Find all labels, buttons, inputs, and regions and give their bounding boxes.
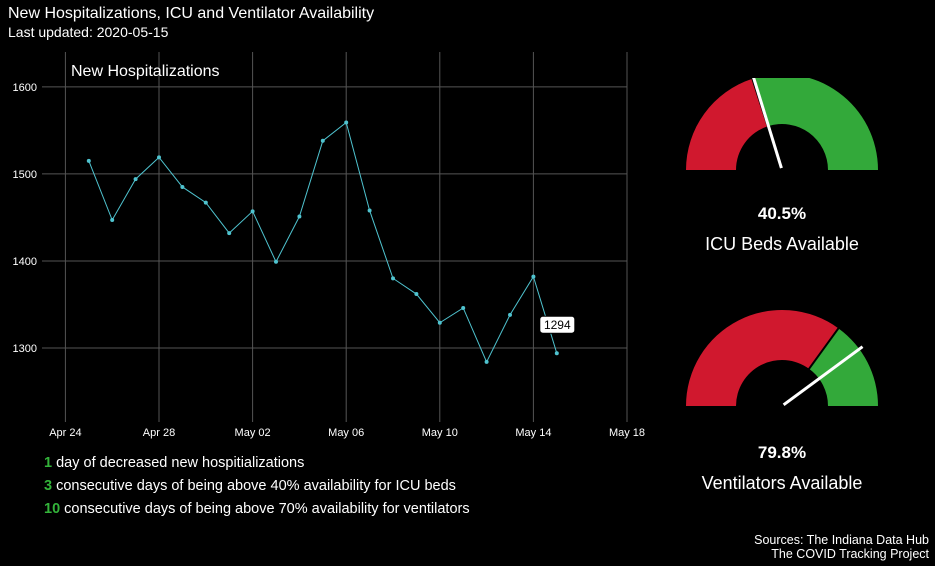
data-point xyxy=(554,351,559,356)
data-point xyxy=(367,208,372,213)
stat-count: 3 xyxy=(44,478,53,494)
stat-decreased-days: 1 day of decreased new hospitializations xyxy=(44,452,470,475)
sources: Sources: The Indiana Data Hub The COVID … xyxy=(754,533,929,561)
y-tick-label: 1400 xyxy=(13,256,37,268)
source-line: The COVID Tracking Project xyxy=(771,547,929,561)
y-tick-label: 1600 xyxy=(13,82,37,94)
data-point xyxy=(437,320,442,325)
x-tick-label: May 06 xyxy=(328,427,364,439)
data-point xyxy=(86,158,91,163)
x-tick-label: Apr 24 xyxy=(49,427,81,439)
data-point xyxy=(133,177,138,182)
x-tick-label: May 18 xyxy=(609,427,645,439)
data-point xyxy=(180,184,185,189)
data-point xyxy=(250,209,255,214)
data-point xyxy=(461,305,466,310)
stats-list: 1 day of decreased new hospitializations… xyxy=(44,452,470,521)
stat-text: consecutive days of being above 40% avai… xyxy=(56,478,456,494)
stat-text: day of decreased new hospitializations xyxy=(56,455,305,471)
stat-icu-days: 3 consecutive days of being above 40% av… xyxy=(44,475,470,498)
stat-ventilator-days: 10 consecutive days of being above 70% a… xyxy=(44,498,470,521)
gauge-above-threshold-segment xyxy=(752,78,878,170)
y-tick-label: 1500 xyxy=(13,169,37,181)
y-tick-label: 1300 xyxy=(13,343,37,355)
chart-title: New Hospitalizations xyxy=(71,63,220,80)
ventilators-label: Ventilators Available xyxy=(701,473,863,493)
data-point xyxy=(110,218,115,223)
x-tick-label: May 14 xyxy=(515,427,551,439)
stat-count: 10 xyxy=(44,501,61,517)
x-tick-label: Apr 28 xyxy=(143,427,175,439)
gauge-needle xyxy=(782,345,864,407)
data-point xyxy=(274,259,278,264)
data-point xyxy=(297,214,302,219)
gauge-needle xyxy=(752,78,783,169)
source-line: Sources: The Indiana Data Hub xyxy=(754,533,929,547)
page-title: New Hospitalizations, ICU and Ventilator… xyxy=(8,5,375,22)
gauge-above-threshold-segment xyxy=(809,328,878,406)
last-updated: Last updated: 2020-05-15 xyxy=(8,24,169,40)
gauge-below-threshold-segment xyxy=(686,310,839,406)
data-point xyxy=(320,138,325,143)
ventilators-value: 79.8% xyxy=(757,443,807,462)
last-value-annotation: 1294 xyxy=(539,315,576,334)
data-point xyxy=(344,120,349,125)
annotation-label: 1294 xyxy=(544,318,571,332)
data-point xyxy=(531,274,536,279)
data-point xyxy=(227,231,232,236)
gauge-below-threshold-segment xyxy=(686,78,768,170)
data-point xyxy=(484,359,489,364)
data-point xyxy=(157,155,161,160)
ventilators-gauge xyxy=(686,310,878,407)
data-point xyxy=(508,312,512,317)
gauge-threshold-marker xyxy=(807,326,841,371)
stat-text: consecutive days of being above 70% avai… xyxy=(64,501,470,517)
stat-count: 1 xyxy=(44,455,53,471)
icu-beds-label: ICU Beds Available xyxy=(705,234,859,254)
x-tick-label: May 02 xyxy=(235,427,271,439)
icu-beds-gauge xyxy=(686,78,878,170)
data-point xyxy=(391,276,395,281)
data-point xyxy=(414,292,419,297)
icu-beds-value: 40.5% xyxy=(757,204,807,223)
x-tick-label: May 10 xyxy=(422,427,458,439)
data-point xyxy=(203,200,208,205)
